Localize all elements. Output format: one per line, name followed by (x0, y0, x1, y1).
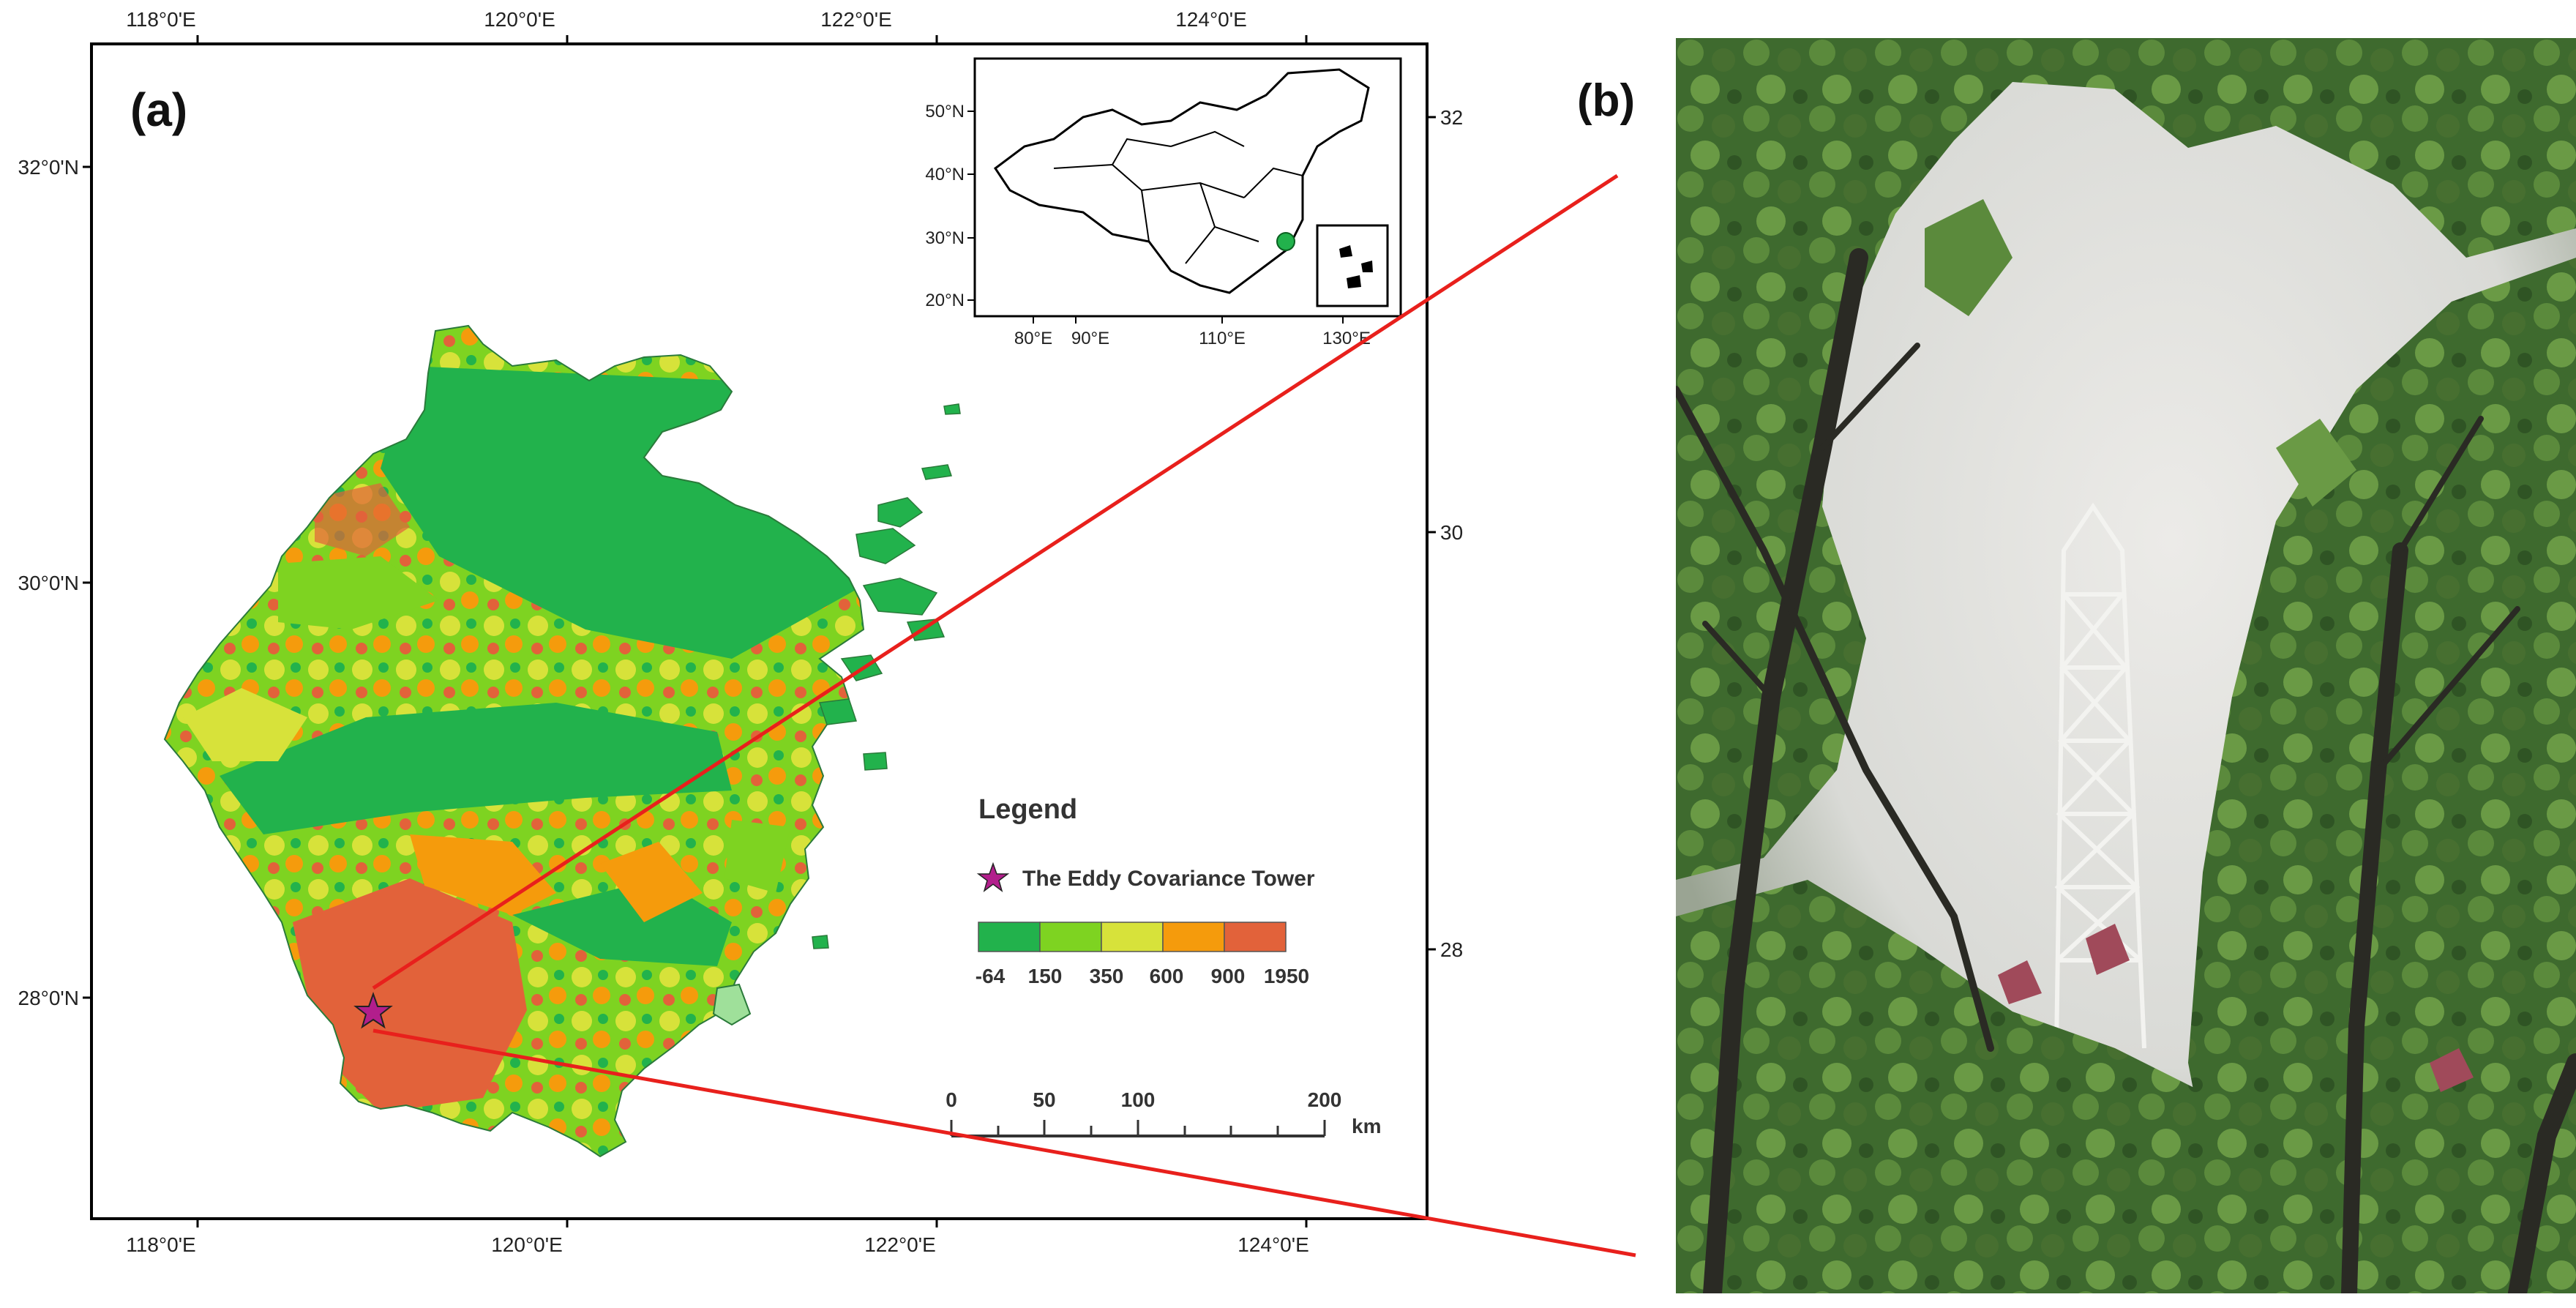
left-tick-label: 32°0'N (18, 156, 79, 179)
inset-lon-label: 80°E (1014, 329, 1052, 348)
colorbar-swatch (1039, 922, 1102, 952)
map-svg: 118°0'E 120°0'E 122°0'E 124°0'E 118°0'E … (18, 8, 1502, 1256)
colorbar-swatch (978, 922, 1041, 952)
legend-title: Legend (978, 794, 1077, 825)
elevation-break: 150 (1028, 965, 1063, 987)
legend-star-icon (976, 862, 1010, 892)
scale-bar: 0 50 100 200 km (946, 1088, 1381, 1137)
top-tick-label: 124°0'E (1175, 8, 1247, 31)
elevation-colorbar (978, 922, 1287, 952)
china-inset-map: 50°N 40°N 30°N 20°N 80°E 90°E 110°E 130°… (925, 57, 1402, 348)
left-tick-label: 30°0'N (18, 572, 79, 594)
panel-label-a: (a) (130, 83, 187, 136)
scale-unit: km (1352, 1115, 1381, 1137)
left-tick-label: 28°0'N (18, 987, 79, 1009)
inset-lon-label: 90°E (1071, 329, 1109, 348)
inset-lat-label: 40°N (925, 165, 965, 184)
elevation-break: 350 (1090, 965, 1124, 987)
inset-lat-label: 20°N (925, 291, 965, 310)
bottom-tick-label: 122°0'E (864, 1233, 936, 1256)
bottom-tick-label: 124°0'E (1238, 1233, 1309, 1256)
right-tick-label: 28°0'N (1440, 938, 1464, 961)
inset-lon-label: 130°E (1322, 329, 1371, 348)
top-tick-label: 120°0'E (484, 8, 555, 31)
tower-photo (1676, 38, 2576, 1293)
zhejiang-elevation-map (164, 325, 961, 1157)
inset-lat-label: 30°N (925, 228, 965, 248)
elevation-break: 600 (1150, 965, 1184, 987)
eddy-covariance-tower (2054, 502, 2146, 1049)
right-tick-label: 30°0'N (1440, 521, 1464, 544)
top-tick-label: 118°0'E (126, 8, 195, 31)
colorbar-swatch (1162, 922, 1225, 952)
bottom-tick-label: 120°0'E (491, 1233, 563, 1256)
tree-trunks (1676, 248, 2576, 1293)
scale-tick-label: 200 (1308, 1088, 1342, 1111)
colorbar-swatch (1101, 922, 1164, 952)
scale-tick-label: 0 (946, 1088, 957, 1111)
tower-star-icon (353, 991, 393, 1029)
map-legend: Legend The Eddy Covariance Tower -64 150… (976, 794, 1315, 987)
inset-lat-label: 50°N (925, 102, 965, 122)
top-tick-label: 122°0'E (820, 8, 892, 31)
scale-tick-label: 100 (1121, 1088, 1156, 1111)
panel-label-b: (b) (1577, 75, 1636, 126)
inset-lon-label: 110°E (1199, 329, 1246, 348)
map-panel: 118°0'E 120°0'E 122°0'E 124°0'E 118°0'E … (18, 8, 1502, 1256)
legend-tower-label: The Eddy Covariance Tower (1022, 867, 1315, 891)
colorbar-swatch (1224, 922, 1287, 952)
elevation-break: 1950 (1264, 965, 1309, 987)
elevation-break: -64 (976, 965, 1006, 987)
elevation-break: 900 (1211, 965, 1246, 987)
bottom-tick-label: 118°0'E (126, 1233, 195, 1256)
tower-photo-svg (1676, 38, 2576, 1293)
right-tick-label: 32°0'N (1440, 106, 1464, 129)
scale-tick-label: 50 (1033, 1088, 1055, 1111)
